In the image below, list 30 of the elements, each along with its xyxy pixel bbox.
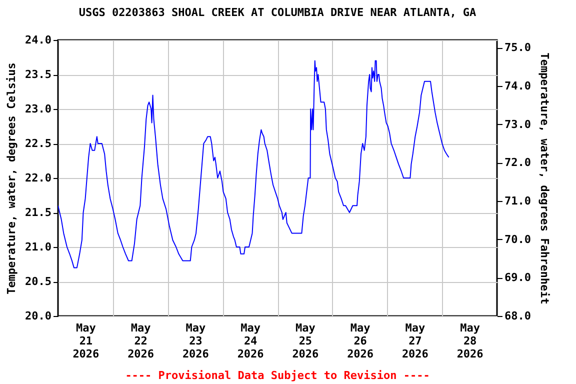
y-tick-label: 20.0 xyxy=(25,310,52,322)
x-tick-label: May 26 2026 xyxy=(347,322,374,360)
y2-tick-label: 74.0 xyxy=(504,80,531,92)
y2-tick-label: 68.0 xyxy=(504,310,531,322)
x-tick-label: May 24 2026 xyxy=(237,322,264,360)
x-tick-label: May 25 2026 xyxy=(292,322,320,360)
x-tick-label: May 27 2026 xyxy=(402,322,429,360)
y-tick-label: 23.0 xyxy=(25,102,52,116)
y-axis-title: Temperature, water, degrees Celsius xyxy=(5,62,18,294)
x-tick-label: May 22 2026 xyxy=(128,322,154,360)
y-tick-label: 22.0 xyxy=(25,172,52,184)
y-tick-label: 21.5 xyxy=(25,206,52,219)
y2-tick-label: 70.0 xyxy=(504,232,531,246)
y2-tick-label: 73.0 xyxy=(504,118,531,131)
text: ---- Provisional Data Subject to Revision ---- xyxy=(125,369,430,382)
y2-tick-label: 69.0 xyxy=(504,271,531,284)
y2-tick-label: 75.0 xyxy=(504,41,531,54)
y-tick-label: 22.5 xyxy=(25,137,52,150)
x-tick-label: May 21 2026 xyxy=(72,322,100,360)
y2-tick-label: 72.0 xyxy=(504,156,531,170)
x-tick-label: May 23 2026 xyxy=(182,322,210,360)
y-tick-label: 24.0 xyxy=(25,34,52,46)
y2-axis-title: Temperature, water, degrees Fahrenheit xyxy=(538,52,551,304)
x-tick-label: May 28 2026 xyxy=(456,322,484,360)
chart-title: USGS 02203863 SHOAL CREEK AT COLUMBIA DRIVE NEAR ATLANTA, GA xyxy=(78,6,477,19)
y2-tick-label: 71.0 xyxy=(504,194,531,208)
y-tick-label: 23.5 xyxy=(25,68,52,81)
y-tick-label: 21.0 xyxy=(25,240,52,254)
y-tick-label: 20.5 xyxy=(25,275,52,288)
line-series xyxy=(58,60,450,268)
